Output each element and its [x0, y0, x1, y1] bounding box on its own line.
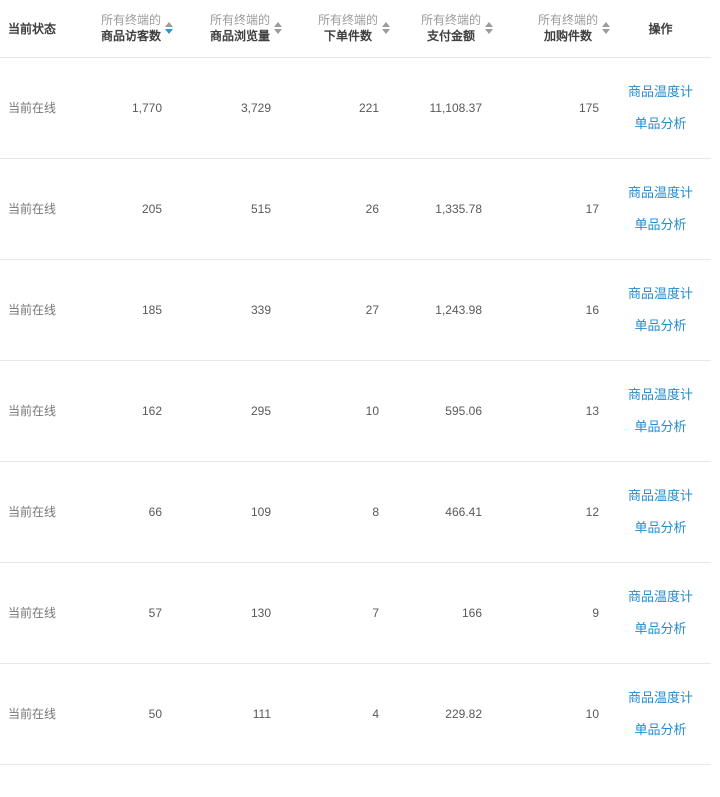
product-thermometer-link[interactable]: 商品温度计	[627, 487, 693, 503]
views-cell: 3,729	[173, 57, 282, 159]
single-item-analysis-link[interactable]: 单品分析	[634, 317, 687, 333]
cart-cell: 9	[493, 562, 610, 664]
column-header-payment[interactable]: 所有终端的 支付金额	[390, 0, 493, 58]
payment-cell: 1,243.98	[390, 259, 493, 361]
actions-cell: 商品温度计 单品分析	[610, 360, 711, 462]
status-cell: 当前在线	[0, 461, 95, 563]
orders-cell: 4	[282, 663, 390, 765]
views-cell: 295	[173, 360, 282, 462]
payment-cell: 1,335.78	[390, 158, 493, 260]
payment-cell: 466.41	[390, 461, 493, 563]
product-analytics-table: 当前状态 所有终端的 商品访客数 所有终端的 商品浏览量	[0, 0, 711, 765]
visitors-cell: 66	[95, 461, 173, 563]
single-item-analysis-link[interactable]: 单品分析	[634, 721, 687, 737]
column-subtitle: 所有终端的	[100, 12, 161, 27]
status-cell: 当前在线	[0, 158, 95, 260]
product-thermometer-link[interactable]: 商品温度计	[627, 386, 693, 402]
visitors-cell: 57	[95, 562, 173, 664]
product-thermometer-link[interactable]: 商品温度计	[627, 184, 693, 200]
orders-cell: 7	[282, 562, 390, 664]
single-item-analysis-link[interactable]: 单品分析	[634, 115, 687, 131]
status-cell: 当前在线	[0, 259, 95, 361]
column-title: 商品浏览量	[209, 28, 270, 43]
product-thermometer-link[interactable]: 商品温度计	[627, 588, 693, 604]
table-row: 当前在线 185 339 27 1,243.98 16 商品温度计 单品分析	[0, 259, 711, 361]
payment-cell: 166	[390, 562, 493, 664]
visitors-cell: 1,770	[95, 57, 173, 159]
sort-carets-icon[interactable]	[601, 22, 610, 35]
column-subtitle: 所有终端的	[537, 12, 598, 27]
cart-cell: 12	[493, 461, 610, 563]
orders-cell: 221	[282, 57, 390, 159]
actions-cell: 商品温度计 单品分析	[610, 57, 711, 159]
status-cell: 当前在线	[0, 562, 95, 664]
visitors-cell: 185	[95, 259, 173, 361]
payment-cell: 229.82	[390, 663, 493, 765]
orders-cell: 10	[282, 360, 390, 462]
table-row: 当前在线 50 111 4 229.82 10 商品温度计 单品分析	[0, 663, 711, 765]
column-subtitle: 所有终端的	[209, 12, 270, 27]
single-item-analysis-link[interactable]: 单品分析	[634, 519, 687, 535]
status-cell: 当前在线	[0, 360, 95, 462]
actions-cell: 商品温度计 单品分析	[610, 158, 711, 260]
visitors-cell: 162	[95, 360, 173, 462]
column-header-views[interactable]: 所有终端的 商品浏览量	[173, 0, 282, 58]
status-cell: 当前在线	[0, 663, 95, 765]
single-item-analysis-link[interactable]: 单品分析	[634, 418, 687, 434]
single-item-analysis-link[interactable]: 单品分析	[634, 216, 687, 232]
cart-cell: 16	[493, 259, 610, 361]
actions-cell: 商品温度计 单品分析	[610, 663, 711, 765]
column-header-actions: 操作	[610, 0, 711, 58]
column-header-status: 当前状态	[0, 0, 95, 58]
column-title: 加购件数	[543, 28, 592, 43]
column-title: 下单件数	[323, 28, 372, 43]
table-header: 当前状态 所有终端的 商品访客数 所有终端的 商品浏览量	[0, 0, 711, 58]
column-header-visitors[interactable]: 所有终端的 商品访客数	[95, 0, 173, 58]
product-thermometer-link[interactable]: 商品温度计	[627, 285, 693, 301]
sort-carets-icon[interactable]	[273, 22, 282, 35]
sort-carets-icon[interactable]	[381, 22, 390, 35]
views-cell: 109	[173, 461, 282, 563]
column-subtitle: 所有终端的	[317, 12, 378, 27]
sort-carets-icon[interactable]	[484, 22, 493, 35]
sort-carets-icon[interactable]	[164, 22, 173, 35]
visitors-cell: 205	[95, 158, 173, 260]
column-title: 支付金额	[426, 28, 475, 43]
product-thermometer-link[interactable]: 商品温度计	[627, 83, 693, 99]
column-header-cart[interactable]: 所有终端的 加购件数	[493, 0, 610, 58]
orders-cell: 8	[282, 461, 390, 563]
actions-cell: 商品温度计 单品分析	[610, 461, 711, 563]
status-cell: 当前在线	[0, 57, 95, 159]
column-header-orders[interactable]: 所有终端的 下单件数	[282, 0, 390, 58]
views-cell: 515	[173, 158, 282, 260]
views-cell: 339	[173, 259, 282, 361]
table-row: 当前在线 205 515 26 1,335.78 17 商品温度计 单品分析	[0, 158, 711, 260]
cart-cell: 10	[493, 663, 610, 765]
column-subtitle: 所有终端的	[420, 12, 481, 27]
views-cell: 130	[173, 562, 282, 664]
payment-cell: 595.06	[390, 360, 493, 462]
orders-cell: 26	[282, 158, 390, 260]
cart-cell: 17	[493, 158, 610, 260]
actions-cell: 商品温度计 单品分析	[610, 259, 711, 361]
actions-cell: 商品温度计 单品分析	[610, 562, 711, 664]
table-row: 当前在线 66 109 8 466.41 12 商品温度计 单品分析	[0, 461, 711, 563]
visitors-cell: 50	[95, 663, 173, 765]
table-row: 当前在线 162 295 10 595.06 13 商品温度计 单品分析	[0, 360, 711, 462]
views-cell: 111	[173, 663, 282, 765]
orders-cell: 27	[282, 259, 390, 361]
table-row: 当前在线 1,770 3,729 221 11,108.37 175 商品温度计…	[0, 57, 711, 159]
table-row: 当前在线 57 130 7 166 9 商品温度计 单品分析	[0, 562, 711, 664]
cart-cell: 175	[493, 57, 610, 159]
payment-cell: 11,108.37	[390, 57, 493, 159]
single-item-analysis-link[interactable]: 单品分析	[634, 620, 687, 636]
cart-cell: 13	[493, 360, 610, 462]
column-title: 商品访客数	[100, 28, 161, 43]
product-thermometer-link[interactable]: 商品温度计	[627, 689, 693, 705]
